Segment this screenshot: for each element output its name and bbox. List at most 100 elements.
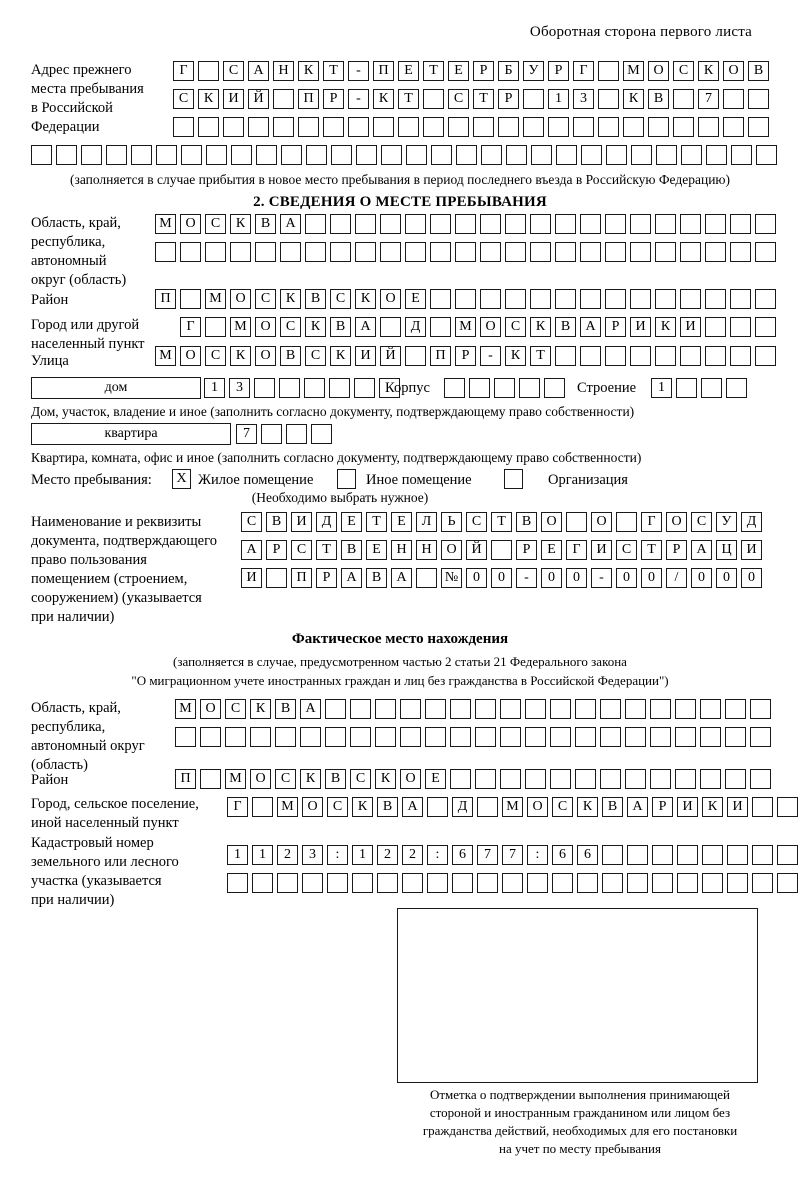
char-cell[interactable] — [350, 699, 371, 719]
char-cell[interactable] — [300, 727, 321, 747]
char-cell[interactable] — [427, 873, 448, 893]
korpus-cells[interactable] — [444, 378, 565, 398]
flat-cells[interactable]: 7 — [236, 424, 332, 444]
char-cell[interactable]: Д — [741, 512, 762, 532]
char-cell[interactable] — [544, 378, 565, 398]
char-cell[interactable] — [630, 242, 651, 262]
char-cell[interactable]: И — [355, 346, 376, 366]
char-cell[interactable]: 2 — [377, 845, 398, 865]
char-cell[interactable] — [273, 89, 294, 109]
char-cell[interactable]: С — [305, 346, 326, 366]
char-cell[interactable]: А — [627, 797, 648, 817]
char-cell[interactable]: А — [402, 797, 423, 817]
char-cell[interactable]: / — [666, 568, 687, 588]
char-cell[interactable]: В — [305, 289, 326, 309]
char-cell[interactable] — [81, 145, 102, 165]
char-cell[interactable]: 1 — [352, 845, 373, 865]
char-cell[interactable]: 1 — [548, 89, 569, 109]
char-cell[interactable] — [455, 289, 476, 309]
char-cell[interactable]: Г — [566, 540, 587, 560]
char-cell[interactable] — [727, 845, 748, 865]
char-cell[interactable] — [750, 727, 771, 747]
char-cell[interactable] — [701, 378, 722, 398]
char-cell[interactable] — [580, 242, 601, 262]
char-cell[interactable] — [473, 117, 494, 137]
char-cell[interactable] — [156, 145, 177, 165]
char-cell[interactable] — [455, 242, 476, 262]
char-cell[interactable] — [230, 242, 251, 262]
char-cell[interactable] — [405, 346, 426, 366]
char-cell[interactable] — [573, 117, 594, 137]
prev-address-row-4[interactable] — [31, 145, 777, 165]
char-cell[interactable] — [598, 89, 619, 109]
char-cell[interactable] — [655, 346, 676, 366]
char-cell[interactable]: : — [327, 845, 348, 865]
char-cell[interactable] — [750, 699, 771, 719]
char-cell[interactable] — [505, 214, 526, 234]
char-cell[interactable] — [354, 378, 375, 398]
char-cell[interactable]: : — [527, 845, 548, 865]
char-cell[interactable]: Д — [316, 512, 337, 532]
char-cell[interactable] — [630, 214, 651, 234]
char-cell[interactable] — [705, 317, 726, 337]
char-cell[interactable] — [430, 242, 451, 262]
char-cell[interactable]: В — [275, 699, 296, 719]
char-cell[interactable]: К — [300, 769, 321, 789]
region-row-2[interactable] — [155, 242, 776, 262]
char-cell[interactable] — [423, 117, 444, 137]
char-cell[interactable]: П — [155, 289, 176, 309]
char-cell[interactable]: Р — [652, 797, 673, 817]
char-cell[interactable] — [725, 699, 746, 719]
char-cell[interactable]: Р — [498, 89, 519, 109]
char-cell[interactable]: С — [505, 317, 526, 337]
char-cell[interactable]: 7 — [477, 845, 498, 865]
char-cell[interactable] — [530, 214, 551, 234]
char-cell[interactable] — [355, 214, 376, 234]
char-cell[interactable]: Е — [366, 540, 387, 560]
char-cell[interactable] — [423, 89, 444, 109]
char-cell[interactable] — [252, 873, 273, 893]
char-cell[interactable] — [525, 699, 546, 719]
char-cell[interactable] — [755, 289, 776, 309]
char-cell[interactable]: С — [280, 317, 301, 337]
char-cell[interactable]: Р — [455, 346, 476, 366]
char-cell[interactable]: 0 — [691, 568, 712, 588]
char-cell[interactable]: С — [225, 699, 246, 719]
char-cell[interactable]: И — [677, 797, 698, 817]
char-cell[interactable] — [475, 699, 496, 719]
char-cell[interactable] — [480, 214, 501, 234]
char-cell[interactable]: К — [530, 317, 551, 337]
char-cell[interactable]: М — [205, 289, 226, 309]
char-cell[interactable]: М — [155, 346, 176, 366]
char-cell[interactable] — [550, 769, 571, 789]
checkbox-inoe[interactable] — [337, 469, 356, 489]
char-cell[interactable]: С — [205, 214, 226, 234]
char-cell[interactable]: 6 — [577, 845, 598, 865]
char-cell[interactable] — [625, 727, 646, 747]
char-cell[interactable]: Г — [173, 61, 194, 81]
char-cell[interactable] — [254, 378, 275, 398]
char-cell[interactable] — [555, 346, 576, 366]
char-cell[interactable]: Г — [227, 797, 248, 817]
char-cell[interactable]: К — [330, 346, 351, 366]
char-cell[interactable]: А — [355, 317, 376, 337]
char-cell[interactable] — [725, 727, 746, 747]
char-cell[interactable]: П — [298, 89, 319, 109]
char-cell[interactable]: В — [366, 568, 387, 588]
char-cell[interactable]: А — [580, 317, 601, 337]
char-cell[interactable]: 0 — [466, 568, 487, 588]
char-cell[interactable] — [755, 242, 776, 262]
char-cell[interactable] — [430, 214, 451, 234]
char-cell[interactable] — [431, 145, 452, 165]
char-cell[interactable] — [702, 845, 723, 865]
char-cell[interactable] — [406, 145, 427, 165]
char-cell[interactable] — [502, 873, 523, 893]
char-cell[interactable]: С — [173, 89, 194, 109]
char-cell[interactable]: С — [327, 797, 348, 817]
char-cell[interactable]: В — [341, 540, 362, 560]
char-cell[interactable]: К — [198, 89, 219, 109]
char-cell[interactable]: К — [280, 289, 301, 309]
